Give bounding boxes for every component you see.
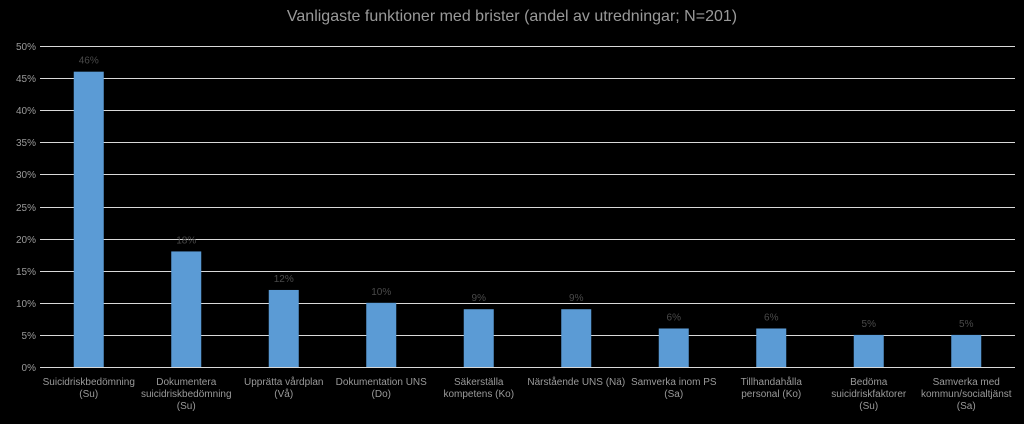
x-category-label-line: Säkerställa	[454, 377, 504, 388]
x-category-label-line: Tillhandahålla	[741, 376, 803, 388]
x-category-label: Närstående UNS (Nä)	[527, 376, 625, 388]
y-tick-label: 5%	[22, 331, 37, 342]
y-tick-label: 15%	[16, 267, 36, 278]
x-category-label-line: Bedöma	[850, 377, 888, 388]
data-label: 5%	[959, 319, 974, 330]
data-label: 9%	[472, 293, 487, 304]
bar	[658, 328, 689, 367]
y-tick-label: 30%	[16, 170, 36, 181]
x-category-label-line: suicidriskfaktorer	[831, 389, 907, 400]
y-axis-ticks: 0% 5% 10% 15% 20% 25% 30% 35% 40% 45% 50%	[16, 42, 36, 374]
x-category-label: Suicidriskbedömning (Su)	[43, 377, 135, 400]
bar	[366, 302, 397, 367]
data-label: 9%	[569, 293, 584, 304]
bar	[171, 251, 202, 367]
x-category-label-line: (Su)	[859, 401, 878, 412]
bar	[463, 309, 494, 367]
y-tick-label: 25%	[16, 203, 36, 214]
bar	[561, 309, 592, 367]
x-category-label-line: Upprätta vårdplan	[244, 376, 324, 388]
x-category-label-line: Samverka med	[933, 377, 1000, 388]
bars-layer	[73, 71, 982, 368]
data-label: 46%	[79, 56, 99, 67]
x-category-label: Upprätta vårdplan (Vå)	[244, 376, 324, 400]
x-category-label-line: Dokumentera	[156, 377, 216, 388]
x-category-label-line: (Sa)	[664, 389, 683, 400]
data-label: 10%	[371, 287, 391, 298]
data-label: 18%	[176, 235, 196, 246]
x-axis-labels: Suicidriskbedömning (Su)Dokumentera suicid…	[43, 376, 1012, 412]
y-tick-label: 35%	[16, 138, 36, 149]
x-category-label-line: Samverka inom PS	[631, 377, 717, 388]
grid-layer	[40, 46, 1015, 368]
x-category-label: Dokumentation UNS (Do)	[336, 377, 427, 400]
y-tick-label: 20%	[16, 235, 36, 246]
x-category-label: Dokumentera suicidriskbedömning (Su)	[141, 377, 232, 412]
x-category-label-line: Närstående UNS (Nä)	[527, 376, 625, 388]
chart-title: Vanligaste funktioner med brister (andel…	[287, 8, 737, 25]
bar	[756, 328, 787, 367]
x-category-label-line: (Sa)	[957, 401, 976, 412]
y-tick-label: 45%	[16, 74, 36, 85]
data-labels-layer: 46% 18% 12% 10% 9% 9% 6% 6% 5% 5%	[79, 56, 974, 330]
data-label: 5%	[862, 319, 877, 330]
x-category-label-line: kompetens (Ko)	[443, 389, 514, 400]
x-category-label: Bedöma suicidriskfaktorer (Su)	[831, 377, 907, 412]
bar	[853, 334, 884, 367]
x-category-label-line: (Su)	[79, 389, 98, 400]
y-tick-label: 40%	[16, 106, 36, 117]
x-category-label: Säkerställa kompetens (Ko)	[443, 377, 514, 400]
x-category-label-line: (Su)	[177, 401, 196, 412]
x-category-label-line: Suicidriskbedömning	[43, 377, 135, 388]
x-category-label-line: Dokumentation UNS	[336, 377, 427, 388]
x-category-label: Samverka inom PS (Sa)	[631, 377, 717, 400]
x-category-label-line: (Do)	[372, 389, 391, 400]
x-category-label-line: personal (Ko)	[741, 389, 801, 400]
y-tick-label: 50%	[16, 42, 36, 53]
x-category-label: Tillhandahålla personal (Ko)	[741, 376, 803, 400]
x-category-label-line: suicidriskbedömning	[141, 389, 232, 400]
data-label: 6%	[667, 312, 682, 323]
y-tick-label: 10%	[16, 299, 36, 310]
bar	[951, 334, 982, 367]
data-label: 6%	[764, 312, 779, 323]
y-tick-label: 0%	[22, 363, 37, 374]
data-label: 12%	[274, 274, 294, 285]
x-category-label-line: kommun/socialtjänst	[921, 389, 1012, 400]
x-category-label-line: (Vå)	[274, 388, 293, 400]
bar	[268, 289, 299, 367]
x-category-label: Samverka med kommun/socialtjänst (Sa)	[921, 377, 1012, 412]
bar	[73, 71, 104, 368]
